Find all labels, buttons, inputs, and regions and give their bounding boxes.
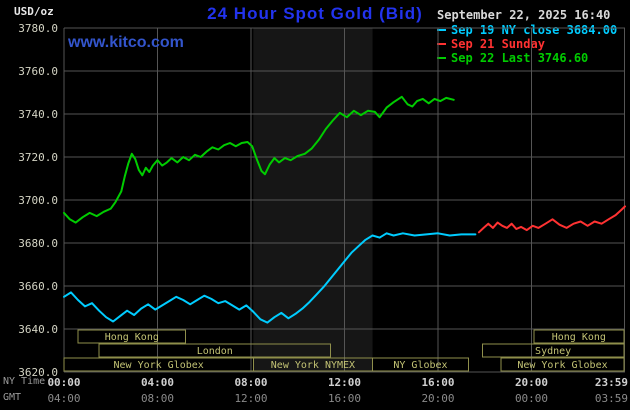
legend-dash-icon xyxy=(437,29,446,31)
session-label: Hong Kong xyxy=(105,332,159,343)
price-line-sep21 xyxy=(477,205,626,234)
x-axis-label-gmt: 20:00 xyxy=(421,392,454,405)
legend-item-sep19: Sep 19 NY close 3684.00 xyxy=(437,23,617,37)
y-axis-label: 3700.0 xyxy=(18,194,58,207)
gmt-axis-note: GMT xyxy=(3,392,22,403)
x-axis-label-ny: 04:00 xyxy=(141,376,174,389)
session-label: London xyxy=(197,346,233,357)
session-box xyxy=(500,357,625,372)
legend-label: Sep 21 Sunday xyxy=(451,37,545,51)
chart-datetime: September 22, 2025 16:40 xyxy=(437,8,611,22)
session-box xyxy=(98,343,331,358)
legend-label: Sep 22 Last 3746.60 xyxy=(451,51,589,65)
y-axis-label: 3780.0 xyxy=(18,22,58,35)
x-axis-label-ny: 23:59 xyxy=(595,376,628,389)
x-axis-label-ny: 00:00 xyxy=(47,376,80,389)
y-axis-label: 3620.0 xyxy=(18,366,58,379)
price-line-sep22 xyxy=(63,95,455,224)
session-box xyxy=(77,329,187,344)
x-axis-label-gmt: 08:00 xyxy=(141,392,174,405)
legend-label: Sep 19 NY close 3684.00 xyxy=(451,23,618,37)
y-axis-label: 3640.0 xyxy=(18,323,58,336)
x-axis-label-gmt: 16:00 xyxy=(328,392,361,405)
x-axis-label-ny: 20:00 xyxy=(515,376,548,389)
session-label: New York Globex xyxy=(517,360,607,371)
x-axis-label-ny: 08:00 xyxy=(234,376,267,389)
y-axis-label: 3740.0 xyxy=(18,108,58,121)
x-axis-label-gmt: 12:00 xyxy=(234,392,267,405)
session-box xyxy=(372,357,469,372)
x-axis-label-gmt: 00:00 xyxy=(515,392,548,405)
session-box xyxy=(481,343,625,358)
session-label: New York NYMEX xyxy=(271,360,355,371)
y-axis-label: 3760.0 xyxy=(18,65,58,78)
legend-item-sep21: Sep 21 Sunday xyxy=(437,37,617,51)
session-label: NY Globex xyxy=(393,360,447,371)
legend-dash-icon xyxy=(437,43,446,45)
page-title: 24 Hour Spot Gold (Bid) xyxy=(207,4,423,23)
y-axis-label: 3720.0 xyxy=(18,151,58,164)
kitco-watermark-link[interactable]: www.kitco.com xyxy=(68,34,184,51)
price-line-sep19 xyxy=(63,232,477,324)
session-label: Sydney xyxy=(535,346,571,357)
legend-item-sep22: Sep 22 Last 3746.60 xyxy=(437,51,617,65)
session-box xyxy=(533,329,625,344)
x-axis-label-gmt: 03:59 xyxy=(595,392,628,405)
units-label: USD/oz xyxy=(14,5,54,18)
session-label: Hong Kong xyxy=(552,332,606,343)
y-axis-label: 3660.0 xyxy=(18,280,58,293)
x-axis-label-ny: 16:00 xyxy=(421,376,454,389)
session-label: New York Globex xyxy=(114,360,204,371)
y-axis-label: 3680.0 xyxy=(18,237,58,250)
ny-time-axis-note: NY Time xyxy=(3,376,46,387)
legend-dash-icon xyxy=(437,57,446,59)
x-axis-label-gmt: 04:00 xyxy=(47,392,80,405)
x-axis-label-ny: 12:00 xyxy=(328,376,361,389)
legend: Sep 19 NY close 3684.00 Sep 21 Sunday Se… xyxy=(437,23,617,65)
